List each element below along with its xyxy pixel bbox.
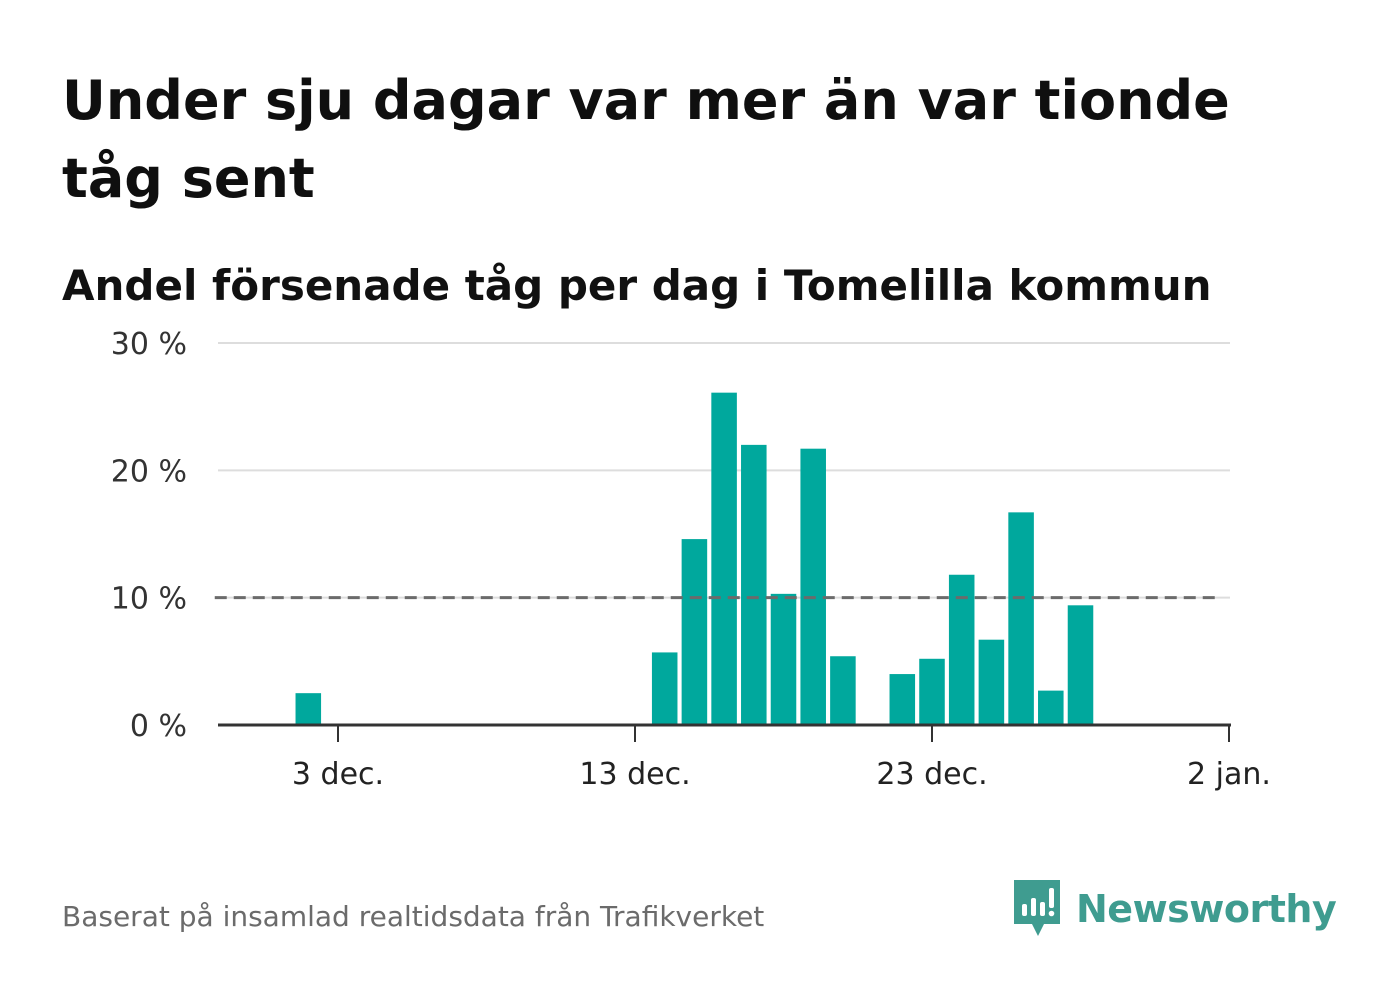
bar: [889, 674, 916, 725]
bar: [919, 658, 945, 725]
bar: [800, 448, 826, 725]
bar: [741, 444, 767, 725]
x-tick-label: 3 dec.: [292, 757, 384, 792]
brand-logo: Newsworthy: [1012, 878, 1337, 940]
bar: [978, 639, 1005, 725]
y-tick-label: 30 %: [111, 327, 187, 362]
x-tick-label: 2 jan.: [1187, 757, 1271, 792]
bar: [1008, 512, 1034, 725]
brand-name: Newsworthy: [1076, 887, 1337, 931]
y-tick-labels: 0 % 10 % 20 % 30 %: [111, 327, 187, 744]
chart-subtitle: Andel försenade tåg per dag i Tomelilla …: [62, 261, 1212, 310]
x-tick-label: 13 dec.: [579, 757, 690, 792]
bar: [770, 593, 797, 725]
bar: [651, 652, 678, 725]
bar: [295, 693, 322, 725]
newsworthy-logo-icon: [1014, 880, 1060, 936]
y-tick-label: 20 %: [111, 454, 187, 489]
x-tick-label: 23 dec.: [876, 757, 987, 792]
bar: [1038, 690, 1064, 725]
y-tick-label: 10 %: [111, 582, 187, 617]
bars: [295, 392, 1094, 725]
bar: [681, 539, 708, 725]
source-note: Baserat på insamlad realtidsdata från Tr…: [62, 900, 765, 933]
bar: [711, 392, 737, 725]
bar: [830, 656, 856, 725]
bar: [1067, 605, 1094, 725]
chart-title: Under sju dagar var mer än var tionde tå…: [62, 69, 1230, 210]
y-tick-label: 0 %: [130, 709, 187, 744]
x-axis: 3 dec. 13 dec. 23 dec. 2 jan.: [218, 723, 1271, 792]
bar: [948, 574, 975, 725]
bar-chart: 0 % 10 % 20 % 30 % 3 dec. 13 dec. 23 dec. 2 ja…: [111, 327, 1271, 792]
